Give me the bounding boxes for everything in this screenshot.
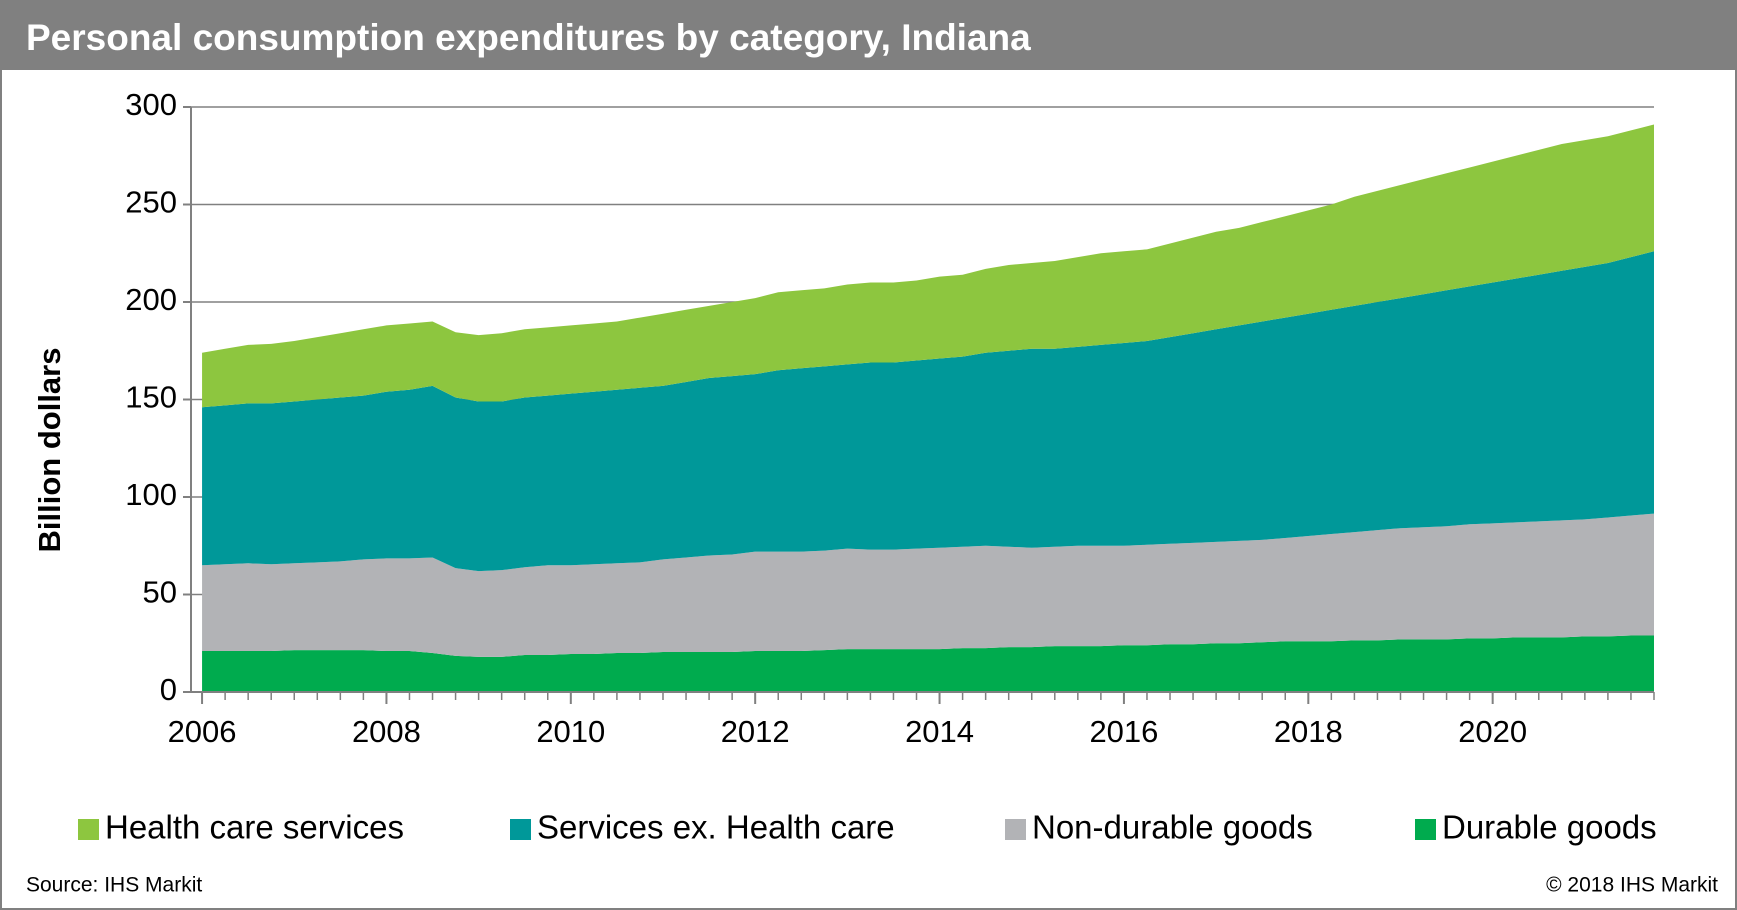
- x-tick-label: 2020: [1458, 714, 1527, 749]
- x-tick-label: 2006: [168, 714, 237, 749]
- y-tick-label: 50: [143, 575, 177, 610]
- area: [202, 251, 1654, 572]
- title-bar: [0, 0, 1737, 70]
- y-tick-label: 250: [125, 185, 177, 220]
- legend-label: Non-durable goods: [1032, 809, 1313, 846]
- legend-label: Health care services: [105, 809, 404, 846]
- legend-label: Durable goods: [1442, 809, 1657, 846]
- chart-title: Personal consumption expenditures by cat…: [26, 17, 1031, 58]
- copyright: © 2018 IHS Markit: [1546, 874, 1718, 897]
- y-tick-label: 150: [125, 380, 177, 415]
- area: [202, 635, 1654, 692]
- x-tick-label: 2016: [1089, 714, 1158, 749]
- y-tick-label: 100: [125, 477, 177, 512]
- area: [202, 124, 1654, 408]
- x-tick-label: 2010: [536, 714, 605, 749]
- area: [202, 513, 1654, 657]
- x-tick-label: 2008: [352, 714, 421, 749]
- x-tick-label: 2014: [905, 714, 974, 749]
- source: Source: IHS Markit: [26, 874, 202, 897]
- legend-label: Services ex. Health care: [537, 809, 895, 846]
- y-axis-label: Billion dollars: [32, 348, 67, 553]
- y-tick-label: 200: [125, 282, 177, 317]
- x-tick-label: 2012: [721, 714, 790, 749]
- legend-swatch: [78, 819, 99, 840]
- y-tick-label: 300: [125, 87, 177, 122]
- legend-swatch: [1415, 819, 1436, 840]
- y-tick-label: 0: [160, 672, 177, 707]
- legend-swatch: [510, 819, 531, 840]
- x-tick-label: 2018: [1274, 714, 1343, 749]
- legend-swatch: [1005, 819, 1026, 840]
